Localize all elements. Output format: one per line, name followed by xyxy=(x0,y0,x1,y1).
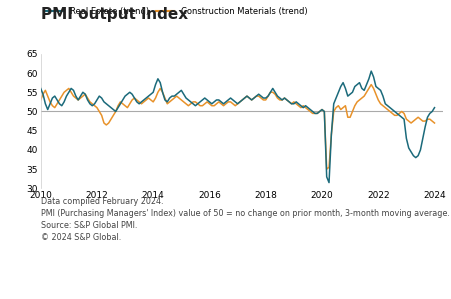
Text: Data compiled February 2024.
PMI (Purchasing Managers' Index) value of 50 = no c: Data compiled February 2024. PMI (Purcha… xyxy=(41,197,449,242)
Text: PMI output index: PMI output index xyxy=(41,7,187,22)
Legend: Real Estate (trend), Construction Materials (trend): Real Estate (trend), Construction Materi… xyxy=(45,7,307,16)
